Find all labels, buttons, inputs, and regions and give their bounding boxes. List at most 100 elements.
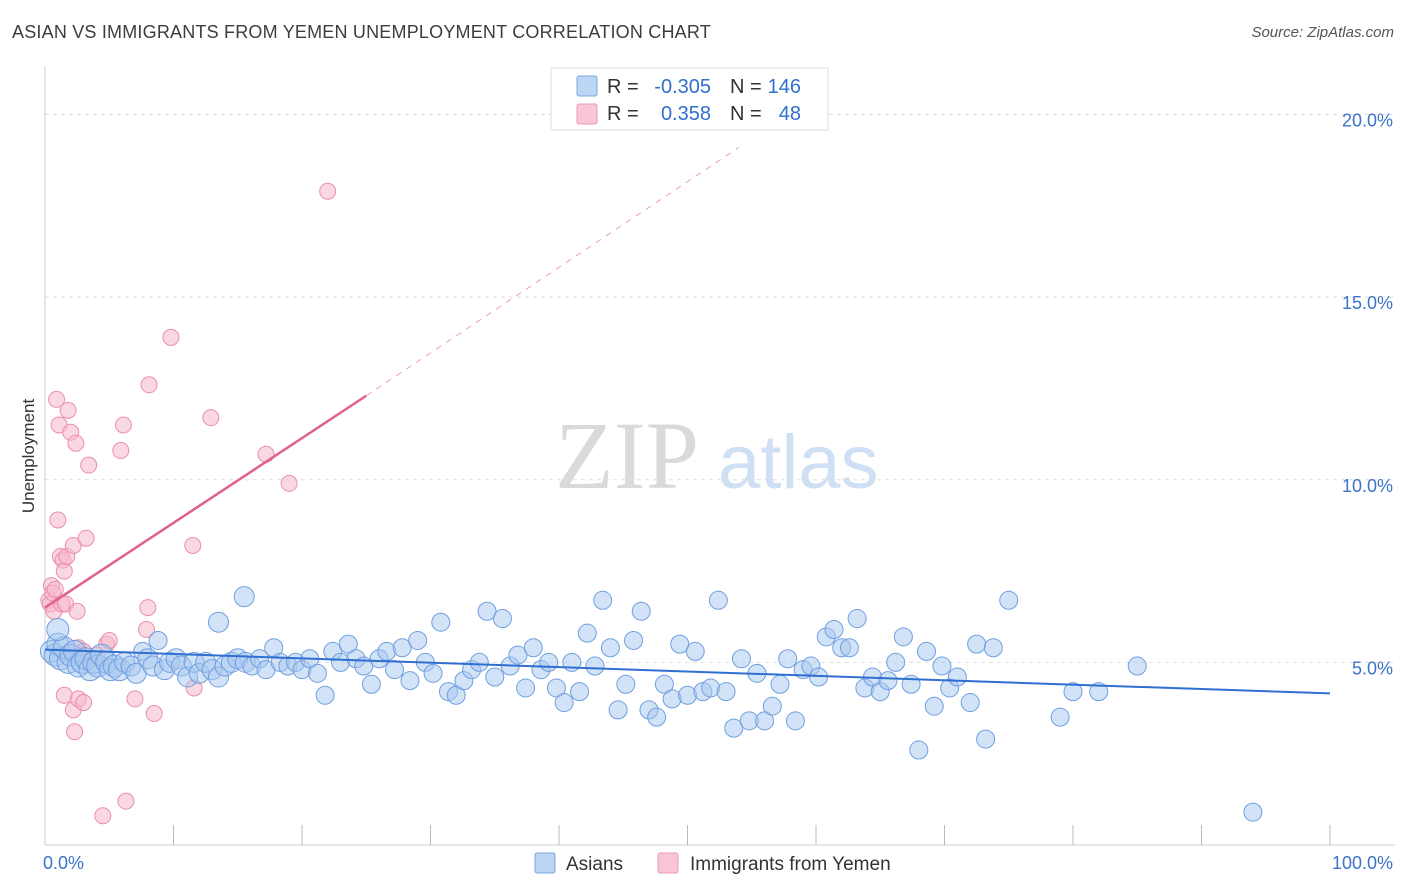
legend-r-label-yemen: R = [607,103,639,125]
yemen-point-43 [184,537,202,555]
asian-point-145 [233,586,255,608]
asian-point-72 [485,667,505,687]
asian-point-125 [893,627,913,647]
asian-point-135 [976,729,996,749]
x-tick-label-0: 0.0% [43,853,84,873]
yemen-trend-extension [365,146,740,397]
asian-point-93 [647,707,667,727]
asian-point-142 [1243,802,1263,822]
yemen-point-35 [114,416,132,434]
yemen-point-46 [257,445,275,463]
asian-point-85 [585,656,605,676]
asian-point-70 [469,652,489,672]
asian-point-103 [724,718,744,738]
asian-point-67 [446,685,466,705]
yemen-point-24 [80,456,98,474]
yemen-point-7 [49,511,67,529]
yemen-point-45 [202,409,220,427]
yemen-point-41 [145,705,163,723]
yemen-point-31 [94,807,112,825]
asian-point-141 [1127,656,1147,676]
asian-point-96 [670,634,690,654]
correlation-legend: R = -0.305 N = 146 R = 0.358 N = 48 [550,67,829,131]
asian-point-139 [1063,682,1083,702]
yemen-point-29 [75,694,93,712]
asian-point-98 [685,641,705,661]
bottom-legend-label-yemen: Immigrants from Yemen [690,854,891,875]
asian-point-123 [878,671,898,691]
legend-n-value-yemen: 48 [779,103,801,125]
yemen-point-5 [46,580,64,598]
asian-point-143 [46,618,70,642]
yemen-point-48 [319,182,337,200]
y-tick-label-3: 20.0% [1342,111,1393,131]
bottom-legend-label-asians: Asians [566,854,623,875]
yemen-point-47 [280,474,298,492]
axes [44,66,1395,846]
asian-point-83 [570,682,590,702]
asian-point-140 [1089,682,1109,702]
y-tick-label-2: 15.0% [1342,293,1393,313]
asian-point-127 [909,740,929,760]
asian-point-56 [361,674,381,694]
yemen-point-12 [55,562,73,580]
legend-swatch-yemen [576,103,598,125]
grid-lines [45,114,1395,663]
asian-point-87 [600,638,620,658]
y-tick-label-0: 5.0% [1352,658,1393,678]
asian-point-49 [307,663,327,683]
source-credit: Source: ZipAtlas.com [1251,24,1394,41]
legend-r-value-asians: -0.305 [654,76,711,98]
asian-point-132 [947,667,967,687]
legend-r-value-yemen: 0.358 [661,103,711,125]
legend-n-label-asians: N = [730,76,762,98]
asian-point-118 [839,638,859,658]
asian-point-124 [886,652,906,672]
asian-point-116 [824,620,844,640]
asian-point-89 [616,674,636,694]
trend-lines [44,146,1331,695]
yemen-point-39 [139,599,157,617]
y-axis-label: Unemployment [19,399,38,514]
asian-point-134 [967,634,987,654]
asian-point-107 [755,711,775,731]
yemen-trend-line [44,394,367,609]
legend-swatch-asians [576,75,598,97]
yemen-point-40 [140,376,158,394]
asian-point-64 [423,663,443,683]
asian-point-110 [778,649,798,669]
asian-point-65 [431,612,451,632]
x-tick-labels: 0.0% 100.0% [43,853,1393,873]
asian-point-79 [539,652,559,672]
yemen-point-36 [117,792,135,810]
asian-point-94 [654,674,674,694]
asian-point-53 [338,634,358,654]
asian-point-130 [932,656,952,676]
asian-point-101 [708,590,728,610]
yemen-point-15 [59,401,77,419]
yemen-point-27 [66,723,84,741]
asian-point-80 [546,678,566,698]
bottom-legend-swatch-yemen [657,852,679,874]
asian-point-25 [148,630,168,650]
watermark-zip: ZIP [555,402,699,509]
asian-point-128 [917,641,937,661]
asian-point-71 [477,601,497,621]
asian-point-119 [847,609,867,629]
asian-point-144 [207,611,229,633]
asian-point-77 [523,638,543,658]
chart-title: ASIAN VS IMMIGRANTS FROM YEMEN UNEMPLOYM… [12,22,711,42]
asian-point-137 [999,590,1019,610]
asian-point-90 [624,630,644,650]
x-tick-label-1: 100.0% [1332,853,1393,873]
yemen-point-17 [64,537,82,555]
asian-point-109 [770,674,790,694]
yemen-point-34 [112,442,130,460]
asian-point-102 [716,682,736,702]
y-tick-label-1: 10.0% [1342,476,1393,496]
asian-point-84 [577,623,597,643]
asian-point-129 [924,696,944,716]
asian-point-61 [400,671,420,691]
legend-n-value-asians: 146 [768,76,801,98]
asian-point-76 [516,678,536,698]
